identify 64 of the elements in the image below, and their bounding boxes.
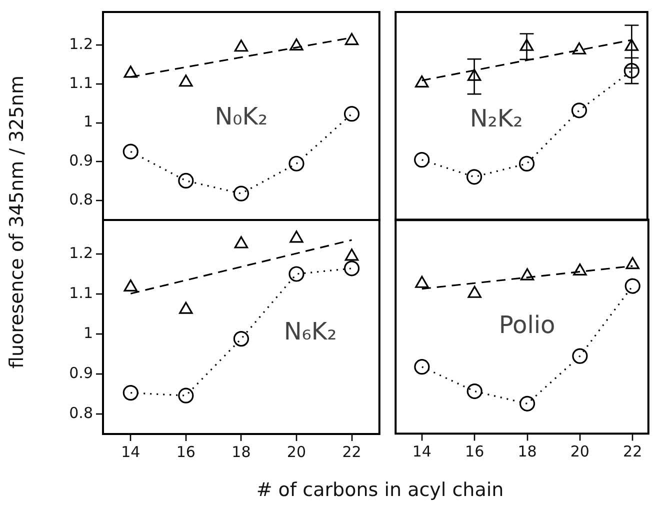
point	[290, 230, 304, 243]
point	[626, 257, 640, 270]
y-tick-label: 0.8	[69, 404, 93, 422]
y-tick-label: 0.9	[69, 152, 93, 170]
point	[520, 268, 534, 281]
y-axis-title: fluoresence of 345nm / 325nm	[6, 76, 28, 368]
point	[414, 152, 430, 168]
point	[519, 396, 536, 412]
annotation: N₂K₂	[470, 104, 523, 132]
y-tick-label: 1	[83, 112, 93, 131]
point	[122, 144, 138, 160]
point	[344, 260, 360, 276]
point	[233, 331, 249, 347]
point	[344, 32, 359, 46]
point	[179, 74, 193, 87]
point	[124, 279, 138, 292]
point	[344, 106, 360, 122]
x-tick-label: 16	[176, 442, 196, 461]
point	[178, 388, 194, 404]
point	[571, 102, 588, 118]
y-tick-label: 1.2	[69, 244, 93, 262]
x-tick-label: 18	[518, 442, 537, 461]
y-tick-label: 0.8	[69, 190, 93, 208]
point	[467, 68, 482, 81]
point	[288, 266, 304, 282]
point	[572, 348, 588, 364]
point	[572, 42, 586, 54]
point	[414, 75, 429, 88]
point	[122, 385, 138, 401]
y-tick-label: 1.1	[69, 284, 93, 302]
x-axis-title: # of carbons in acyl chain	[256, 479, 504, 501]
x-tick-label: 22	[342, 442, 362, 461]
y-tick-label: 1.2	[69, 34, 93, 53]
x-tick-label: 22	[623, 442, 642, 461]
point	[518, 156, 535, 172]
point	[234, 40, 248, 52]
point	[468, 286, 482, 298]
x-tick-label: 20	[286, 442, 306, 461]
point	[234, 236, 248, 248]
point	[573, 264, 587, 276]
point	[624, 38, 639, 51]
point	[179, 302, 193, 314]
point	[124, 66, 138, 78]
x-tick-label: 14	[121, 442, 140, 461]
annotation: Polio	[498, 311, 556, 340]
point	[233, 186, 249, 202]
point	[466, 384, 482, 400]
y-tick-label: 0.9	[69, 364, 93, 382]
y-tick-label: 1	[83, 324, 93, 342]
y-tick-label: 1.1	[69, 74, 93, 92]
point	[344, 248, 359, 261]
x-tick-label: 14	[412, 442, 432, 461]
annotation: N₀K₂	[214, 102, 268, 130]
point	[415, 276, 429, 288]
x-tick-label: 16	[465, 442, 484, 461]
x-tick-label: 18	[232, 442, 251, 461]
point	[288, 156, 304, 172]
x-tick-label: 20	[570, 442, 590, 461]
point	[466, 169, 482, 185]
point	[178, 172, 194, 189]
point	[414, 359, 430, 376]
annotation: N₆K₂	[284, 318, 337, 346]
point	[290, 38, 304, 51]
point	[520, 38, 534, 51]
